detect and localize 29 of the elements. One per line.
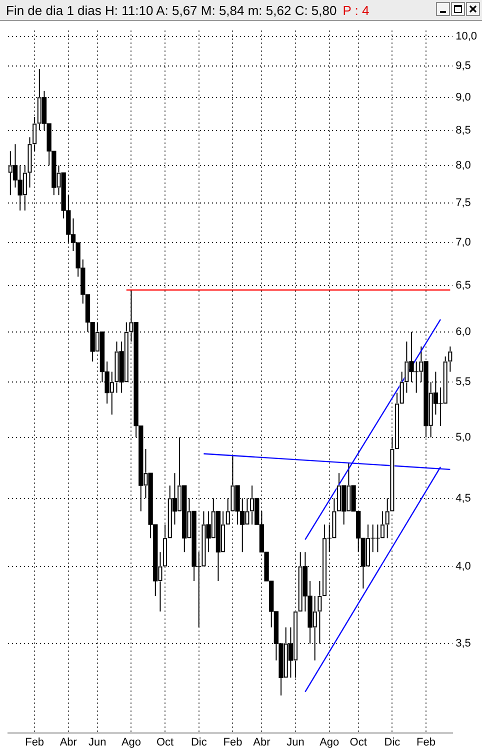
y-tick-label: 7,5 bbox=[456, 196, 471, 209]
x-tick-label: Feb bbox=[416, 736, 436, 748]
y-tick-label: 8,0 bbox=[456, 159, 471, 172]
x-tick-label: Feb bbox=[25, 736, 44, 748]
x-tick-label: Dic bbox=[190, 736, 208, 748]
x-tick-label: Dic bbox=[384, 736, 401, 748]
y-tick-label: 6,5 bbox=[456, 280, 471, 292]
y-tick-label: 5,5 bbox=[456, 376, 471, 388]
y-tick-label: 7,0 bbox=[456, 236, 471, 249]
y-tick-label: 3,5 bbox=[456, 638, 471, 650]
y-tick-label: 4,5 bbox=[456, 492, 471, 504]
x-tick-label: Abr bbox=[253, 736, 271, 748]
y-tick-label: 4,0 bbox=[456, 560, 471, 572]
x-tick-label: Oct bbox=[156, 736, 174, 748]
x-tick-label: Abr bbox=[60, 736, 78, 748]
chart-title: Fin de dia 1 dias H: 11:10 A: 5,67 M: 5,84 m: 5,62 C: 5,80 bbox=[6, 2, 337, 18]
x-tick-label: Ago bbox=[320, 736, 340, 748]
x-tick-label: Ago bbox=[121, 736, 142, 748]
y-tick-label: 9,5 bbox=[456, 60, 471, 72]
x-tick-label: Feb bbox=[223, 736, 242, 748]
x-tick-label: Jun bbox=[88, 736, 106, 748]
text: P : 4 bbox=[342, 2, 370, 18]
y-tick-label: 6,0 bbox=[456, 326, 471, 338]
y-tick-label: 10,0 bbox=[456, 30, 478, 42]
y-tick-label: 5,0 bbox=[456, 431, 471, 444]
y-tick-label: 8,5 bbox=[456, 124, 471, 136]
x-tick-label: Jun bbox=[286, 736, 304, 748]
y-tick-label: 9,0 bbox=[456, 91, 471, 104]
x-tick-label: Oct bbox=[350, 736, 367, 748]
